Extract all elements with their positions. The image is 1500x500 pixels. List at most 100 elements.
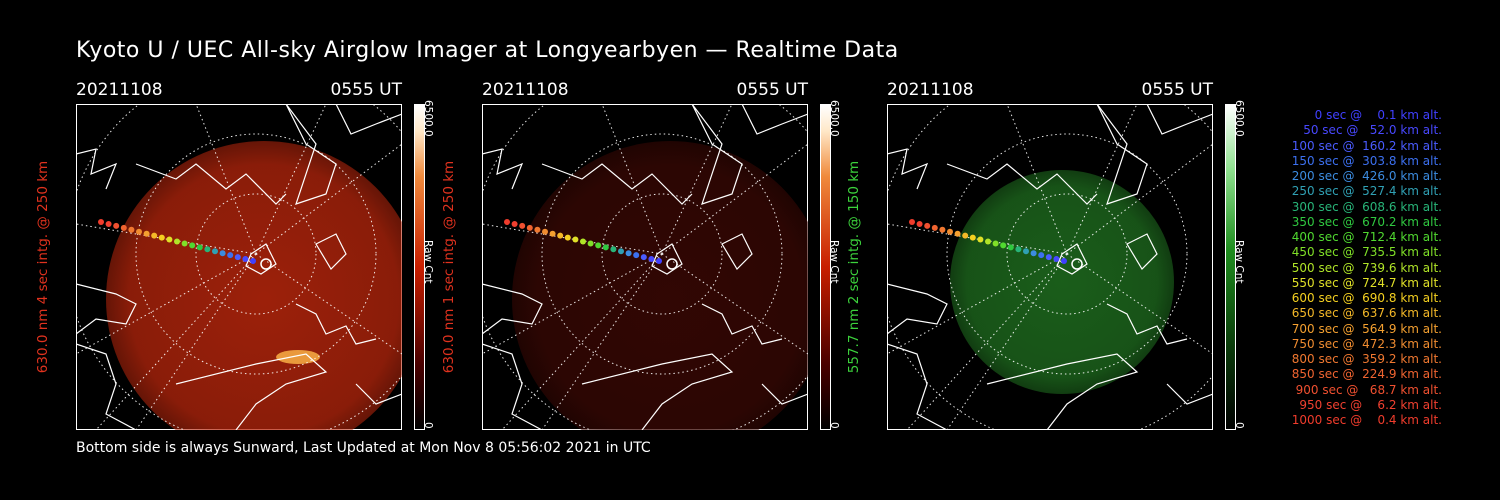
track-point xyxy=(610,246,617,253)
coastlines xyxy=(482,104,808,430)
panel-time: 0555 UT xyxy=(330,80,403,100)
imager-panel-2: 20211108 0555 UT 630.0 nm 1 sec intg. @ 25… xyxy=(441,80,882,440)
colorbar xyxy=(820,104,831,430)
track-point xyxy=(105,220,112,227)
track-point xyxy=(602,244,609,251)
airglow-image xyxy=(950,170,1174,394)
colorbar-max-label: 6500.0 xyxy=(422,100,434,137)
track-point xyxy=(1045,254,1052,261)
colorbar-min-label: 0 xyxy=(828,422,840,429)
footer-note: Bottom side is always Sunward, Last Upda… xyxy=(76,440,651,456)
legend-entry: 650 sec @ 637.6 km alt. xyxy=(1287,306,1442,321)
track-point xyxy=(136,228,142,235)
colorbar-min-label: 0 xyxy=(1233,422,1245,429)
legend-entry: 450 sec @ 735.5 km alt. xyxy=(1287,245,1442,260)
track-point xyxy=(189,242,196,249)
satellite-track xyxy=(504,219,662,264)
map-canvas xyxy=(482,104,808,430)
track-point xyxy=(1007,244,1014,251)
track-point xyxy=(656,258,662,264)
track-point xyxy=(128,226,135,233)
colorbar-unit-label: Raw Cnt xyxy=(422,240,434,284)
track-point xyxy=(1030,250,1037,257)
track-point xyxy=(916,220,923,227)
lat-lon-grid xyxy=(482,104,808,430)
legend-entry: 550 sec @ 724.7 km alt. xyxy=(1287,275,1442,290)
legend-entry: 400 sec @ 712.4 km alt. xyxy=(1287,230,1442,244)
track-point xyxy=(212,248,218,255)
colorbar-unit-label: Raw Cnt xyxy=(828,240,840,284)
track-point xyxy=(969,234,976,241)
track-point xyxy=(143,230,150,237)
legend-entry: 750 sec @ 472.3 km alt. xyxy=(1287,336,1442,351)
panel-date: 20211108 xyxy=(482,80,569,100)
track-point xyxy=(1015,246,1022,253)
track-point xyxy=(174,238,180,245)
imager-panel-3: 20211108 0555 UT 557.7 nm 2 sec intg. @ 15… xyxy=(846,80,1287,440)
legend-entry: 700 sec @ 564.9 km alt. xyxy=(1287,321,1442,336)
legend-entry: 200 sec @ 426.0 km alt. xyxy=(1287,169,1442,183)
legend-entry: 900 sec @ 68.7 km alt. xyxy=(1291,382,1442,397)
legend-entry: 350 sec @ 670.2 km alt. xyxy=(1287,214,1442,229)
legend-entry: 50 sec @ 52.0 km alt. xyxy=(1295,123,1442,138)
legend-entry: 250 sec @ 527.4 km alt. xyxy=(1287,184,1442,199)
track-point xyxy=(931,224,938,231)
track-point xyxy=(504,219,510,225)
station-marker xyxy=(666,258,678,270)
coastlines xyxy=(76,104,402,430)
colorbar-unit-label: Raw Cnt xyxy=(1233,240,1245,284)
track-point xyxy=(1053,256,1060,263)
track-point xyxy=(158,234,165,241)
legend-entry: 500 sec @ 739.6 km alt. xyxy=(1287,260,1442,275)
map-canvas xyxy=(76,104,402,430)
track-point xyxy=(977,236,984,243)
track-point xyxy=(954,230,961,237)
track-point xyxy=(113,222,120,229)
imager-panel-1: 20211108 0555 UT 630.0 nm 4 sec intg. @ 25… xyxy=(35,80,476,440)
track-point xyxy=(947,228,953,235)
legend-entry: 100 sec @ 160.2 km alt. xyxy=(1287,138,1442,153)
track-point xyxy=(227,252,234,259)
track-point xyxy=(909,219,915,225)
track-point xyxy=(625,250,632,257)
legend-entry: 600 sec @ 690.8 km alt. xyxy=(1287,291,1442,305)
track-point xyxy=(242,256,249,263)
legend-entry: 850 sec @ 224.9 km alt. xyxy=(1287,367,1442,382)
track-point xyxy=(618,248,624,255)
track-point xyxy=(250,258,256,264)
track-point xyxy=(640,254,647,261)
track-point xyxy=(985,238,991,245)
station-marker xyxy=(260,258,272,270)
panel-date: 20211108 xyxy=(887,80,974,100)
station-marker xyxy=(1071,258,1083,270)
satellite-track xyxy=(909,219,1067,264)
lat-lon-grid xyxy=(76,104,402,430)
satellite-track xyxy=(98,219,256,264)
allsky-map xyxy=(887,104,1213,430)
track-point xyxy=(572,236,579,243)
track-point xyxy=(992,240,999,247)
colorbar-max-label: 6500.0 xyxy=(1233,100,1245,137)
track-point xyxy=(181,240,188,247)
track-point xyxy=(1023,248,1029,255)
track-point xyxy=(557,232,564,239)
track-point xyxy=(564,234,571,241)
track-point xyxy=(511,220,518,227)
airglow-image xyxy=(512,141,808,430)
track-point xyxy=(234,254,241,261)
track-point xyxy=(633,252,640,259)
legend-entry: 300 sec @ 608.6 km alt. xyxy=(1287,199,1442,214)
track-point xyxy=(648,256,655,263)
track-point xyxy=(542,228,548,235)
track-point xyxy=(939,226,946,233)
colorbar-min-label: 0 xyxy=(422,422,434,429)
panel-time: 0555 UT xyxy=(1141,80,1214,100)
track-point xyxy=(549,230,556,237)
track-point xyxy=(196,244,203,251)
track-point xyxy=(1061,258,1067,264)
map-canvas xyxy=(887,104,1213,430)
track-point xyxy=(204,246,211,253)
colorbar xyxy=(414,104,425,430)
track-point xyxy=(120,224,127,231)
track-point xyxy=(526,224,533,231)
